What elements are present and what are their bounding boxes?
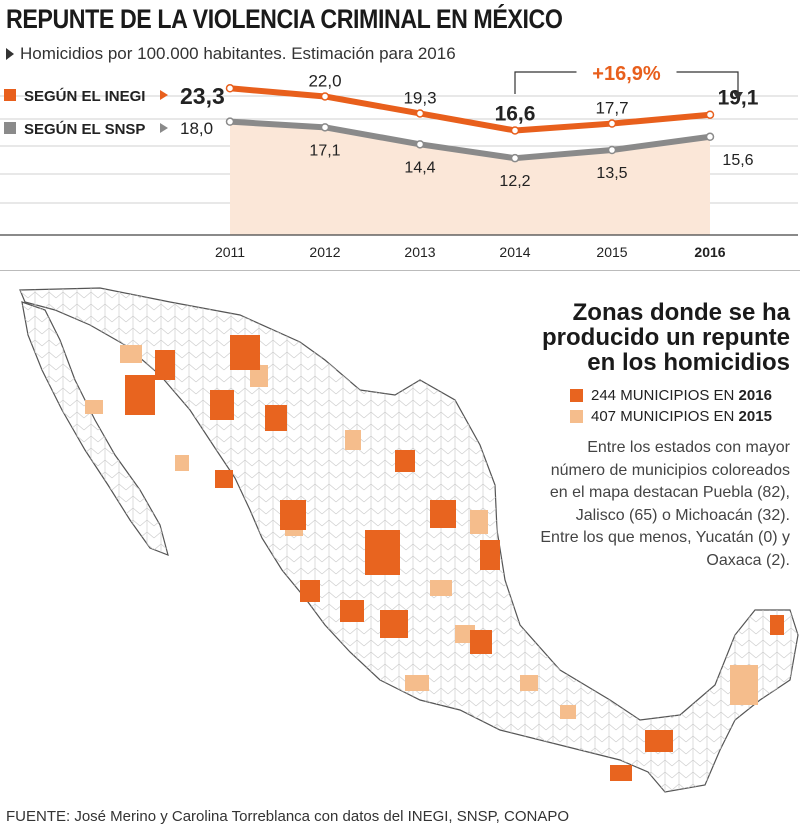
label-snsp-2016: 15,6 — [722, 152, 753, 169]
label-inegi-2014: 16,6 — [495, 102, 536, 125]
map-title: Zonas donde se ha producido un repunte e… — [542, 299, 790, 376]
point-inegi-2016 — [705, 110, 715, 119]
map-legend: 244 MUNICIPIOS EN 2016 407 MUNICIPIOS EN… — [540, 387, 790, 425]
legend-text-2016: 244 MUNICIPIOS EN — [591, 387, 739, 404]
subtitle-text: Homicidios por 100.000 habitantes. Estim… — [20, 44, 456, 63]
point-inegi-2012 — [320, 92, 330, 101]
chart-title: REPUNTE DE LA VIOLENCIA CRIMINAL EN MÉXI… — [6, 4, 563, 34]
chart-subtitle: Homicidios por 100.000 habitantes. Estim… — [6, 44, 456, 64]
series-line-inegi — [229, 85, 711, 134]
point-snsp-2016 — [705, 132, 715, 142]
annotation-label: +16,9% — [592, 63, 661, 85]
legend-label-inegi: SEGÚN EL INEGI — [24, 87, 145, 105]
label-snsp-2013: 14,4 — [404, 159, 435, 176]
legend-swatch-snsp — [4, 122, 16, 134]
legend-item-2016: 244 MUNICIPIOS EN 2016 — [570, 387, 790, 404]
x-tick-2015: 2015 — [596, 244, 627, 260]
series-line-snsp — [229, 118, 711, 162]
legend-swatch-2016 — [570, 389, 583, 402]
x-tick-2014: 2014 — [499, 244, 530, 260]
point-inegi-2013 — [415, 109, 425, 118]
mexico-map — [19, 287, 799, 793]
label-snsp-2014: 12,2 — [499, 173, 530, 190]
legend-item-2015: 407 MUNICIPIOS EN 2015 — [570, 408, 790, 425]
label-inegi-2012: 22,0 — [308, 71, 341, 90]
point-inegi-2014 — [510, 126, 520, 135]
legend-arrow-snsp — [160, 123, 168, 133]
x-tick-2013: 2013 — [404, 244, 435, 260]
label-inegi-2013: 19,3 — [403, 88, 436, 107]
area-fill — [230, 121, 710, 235]
label-snsp-2011: 18,0 — [180, 119, 213, 138]
zones-2016 — [125, 335, 784, 781]
source-note: FUENTE: José Merino y Carolina Torreblan… — [6, 808, 570, 825]
legend-year-2015: 2015 — [738, 408, 772, 425]
legend-text-2015: 407 MUNICIPIOS EN — [591, 408, 739, 425]
point-snsp-2013 — [415, 140, 425, 149]
x-tick-2012: 2012 — [309, 244, 340, 260]
point-inegi-2015 — [607, 119, 617, 128]
x-tick-2016: 2016 — [694, 244, 725, 260]
label-inegi-2015: 17,7 — [595, 99, 628, 118]
label-snsp-2015: 13,5 — [596, 165, 627, 182]
annotation-bracket-left — [514, 71, 577, 94]
annotation-bracket-right — [676, 71, 739, 94]
section-divider — [0, 270, 800, 271]
triangle-icon — [6, 48, 14, 60]
legend-swatch-inegi — [4, 89, 16, 101]
label-inegi-2011: 23,3 — [180, 83, 225, 109]
map-note: Entre los estados con mayor número de mu… — [540, 439, 790, 569]
legend-arrow-inegi — [160, 90, 168, 100]
point-snsp-2014 — [510, 153, 520, 163]
label-snsp-2012: 17,1 — [309, 142, 340, 159]
legend-year-2016: 2016 — [738, 387, 772, 404]
x-tick-2011: 2011 — [215, 244, 245, 260]
map-panel: Zonas donde se ha producido un repunte e… — [540, 300, 790, 572]
point-snsp-2011 — [225, 117, 235, 126]
point-snsp-2012 — [320, 123, 330, 132]
point-inegi-2011 — [225, 84, 235, 93]
legend-swatch-2015 — [570, 410, 583, 423]
point-snsp-2015 — [607, 145, 617, 155]
annotation-arrowhead — [733, 92, 743, 100]
line-chart: 22,019,316,617,719,117,114,412,213,515,6… — [0, 63, 798, 260]
legend-label-snsp: SEGÚN EL SNSP — [24, 120, 145, 138]
